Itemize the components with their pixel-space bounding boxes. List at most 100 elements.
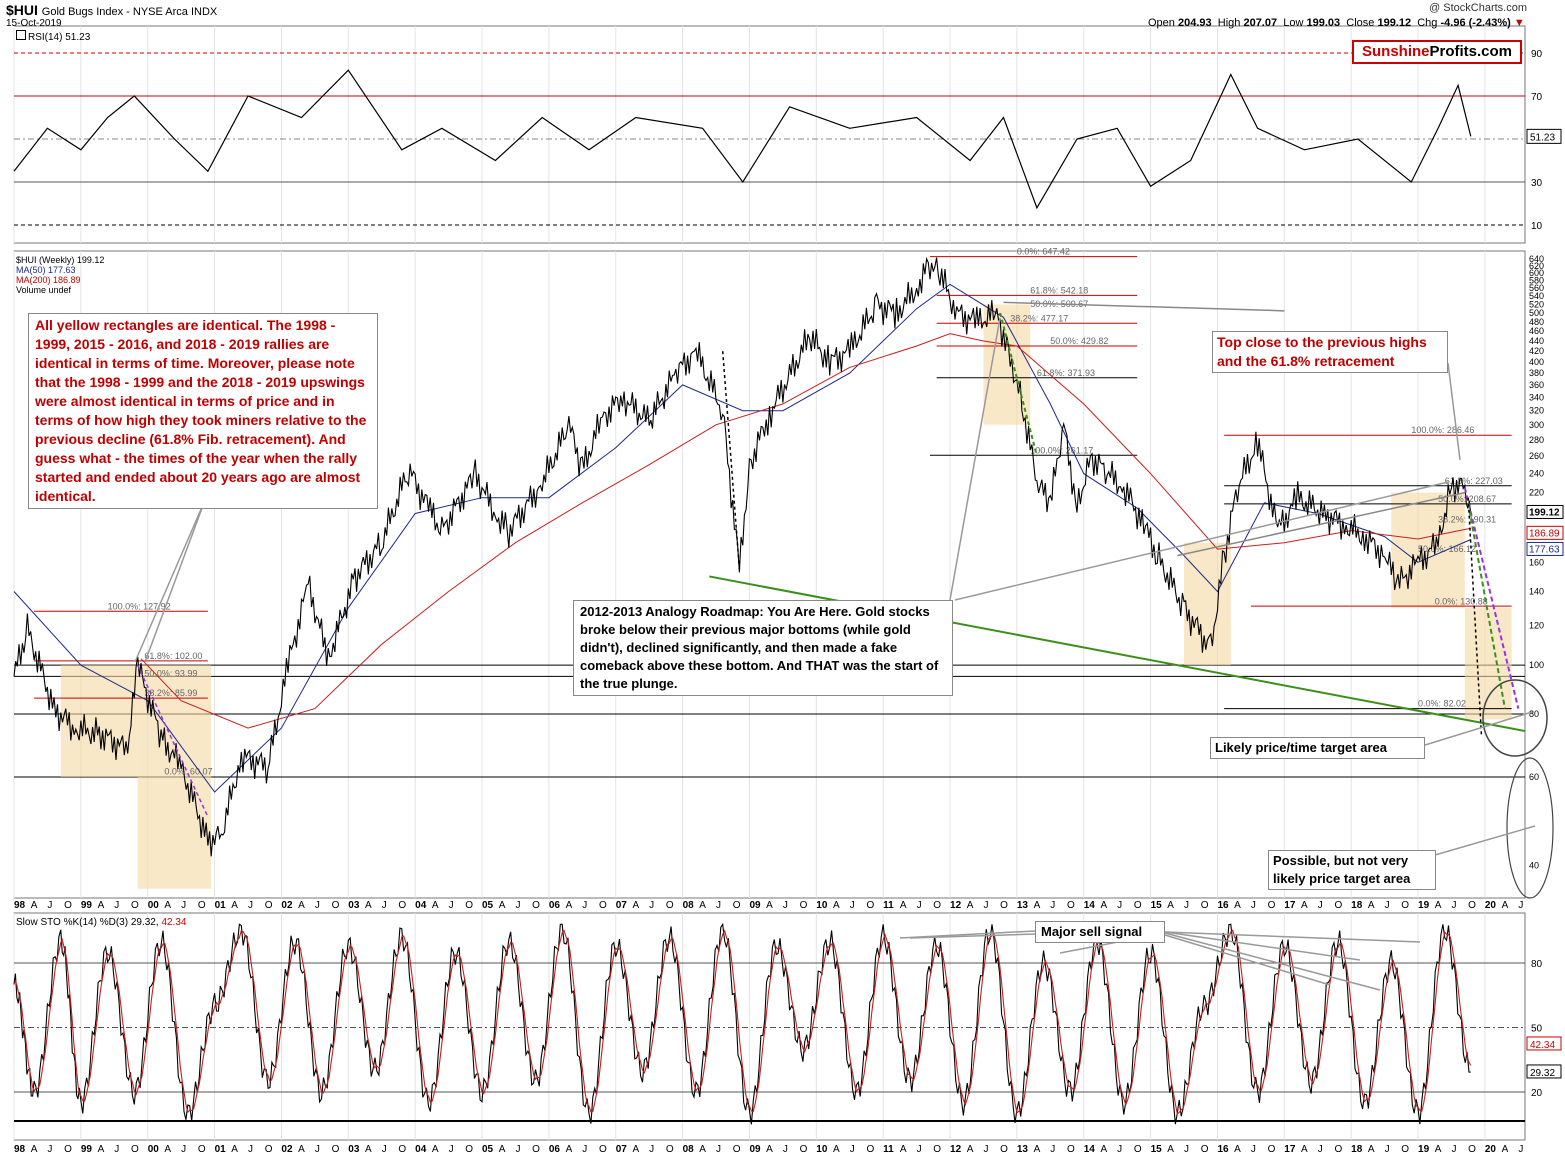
x-tick-label: 04 bbox=[415, 900, 427, 911]
yellow-analogy-rect bbox=[1184, 542, 1231, 666]
fib-label: 50.0%: 93.99 bbox=[144, 669, 197, 679]
fib-label: 100.0%: 286.46 bbox=[1411, 425, 1474, 435]
price-tick-label: 600 bbox=[1529, 268, 1544, 278]
copyright: @ StockCharts.com bbox=[1429, 2, 1527, 14]
rsi-legend-icon bbox=[16, 30, 26, 40]
x-tick-label-bottom: J bbox=[1117, 1144, 1122, 1155]
x-tick-label-bottom: O bbox=[933, 1144, 941, 1155]
price-tick-label: 160 bbox=[1529, 557, 1544, 567]
x-tick-label: 16 bbox=[1217, 900, 1229, 911]
x-tick-label: O bbox=[666, 900, 674, 911]
x-tick-label: A bbox=[766, 900, 773, 911]
fib-label: 0.0%: 647.42 bbox=[1017, 247, 1070, 257]
x-tick-label: 98 bbox=[14, 900, 26, 911]
price-tag-label: 177.63 bbox=[1529, 544, 1560, 555]
yellow-rectangles-note: All yellow rectangles are identical. The… bbox=[28, 313, 378, 509]
x-tick-label-bottom: A bbox=[1502, 1144, 1509, 1155]
close-value: 199.12 bbox=[1377, 17, 1412, 29]
x-tick-label: A bbox=[31, 900, 38, 911]
x-tick-label: A bbox=[1234, 900, 1241, 911]
x-tick-label: O bbox=[465, 900, 473, 911]
price-tick-label: 80 bbox=[1529, 709, 1539, 719]
x-tick-label-bottom: O bbox=[1201, 1144, 1209, 1155]
annotation-pointer bbox=[144, 499, 206, 663]
x-tick-label-bottom: J bbox=[1451, 1144, 1456, 1155]
x-tick-label-bottom: 17 bbox=[1284, 1144, 1296, 1155]
price-tag bbox=[1526, 541, 1564, 556]
sto-tick-label: 20 bbox=[1531, 1088, 1543, 1099]
x-tick-label-bottom: 00 bbox=[148, 1144, 160, 1155]
x-tick-label-bottom: 03 bbox=[348, 1144, 360, 1155]
x-tick-label-bottom: O bbox=[1000, 1144, 1008, 1155]
open-label: Open bbox=[1148, 17, 1175, 29]
x-tick-label: J bbox=[1318, 900, 1323, 911]
price-tick-label: 100 bbox=[1529, 660, 1544, 670]
x-tick-label: 14 bbox=[1084, 900, 1096, 911]
x-tick-label-bottom: 10 bbox=[816, 1144, 828, 1155]
black-projection bbox=[1467, 497, 1483, 738]
sto-frame bbox=[13, 912, 1526, 1141]
rsi-tick-label: 90 bbox=[1531, 49, 1543, 60]
x-tick-label-bottom: O bbox=[1067, 1144, 1075, 1155]
x-tick-label: J bbox=[382, 900, 387, 911]
chart-date: 15-Oct-2019 bbox=[6, 18, 62, 29]
x-tick-label-bottom: 04 bbox=[415, 1144, 427, 1155]
brand-part2: Profits.com bbox=[1429, 43, 1513, 60]
price-tick-label: 60 bbox=[1529, 772, 1539, 782]
x-tick-label: A bbox=[632, 900, 639, 911]
price-tick-label: 240 bbox=[1529, 469, 1544, 479]
x-tick-label-bottom: 12 bbox=[950, 1144, 962, 1155]
sto-tick-label: 50 bbox=[1531, 1024, 1543, 1035]
x-tick-label-bottom: A bbox=[231, 1144, 238, 1155]
fib-label: 38.2%: 190.31 bbox=[1438, 514, 1496, 524]
x-tick-label-bottom: O bbox=[599, 1144, 607, 1155]
high-value: 207.07 bbox=[1243, 17, 1278, 29]
close-label: Close bbox=[1346, 17, 1375, 29]
x-tick-label-bottom: J bbox=[917, 1144, 922, 1155]
price-tick-label: 380 bbox=[1529, 368, 1544, 378]
fib-label: 50.0%: 429.82 bbox=[1050, 336, 1108, 346]
x-tick-label-bottom: 16 bbox=[1217, 1144, 1229, 1155]
x-tick-label-bottom: A bbox=[1234, 1144, 1241, 1155]
x-tick-label: 17 bbox=[1284, 900, 1296, 911]
annotation-pointer bbox=[1164, 934, 1331, 986]
black-dashed-2008 bbox=[721, 351, 741, 570]
x-tick-label: 12 bbox=[950, 900, 962, 911]
rsi-tick-label: 10 bbox=[1531, 221, 1543, 232]
price-tick-label: 440 bbox=[1529, 336, 1544, 346]
x-tick-label: O bbox=[265, 900, 273, 911]
rsi-frame bbox=[13, 25, 1526, 244]
yellow-analogy-rect bbox=[60, 665, 138, 777]
x-tick-label: O bbox=[398, 900, 406, 911]
x-tick-label-bottom: A bbox=[632, 1144, 639, 1155]
legend-hui: $HUI (Weekly) 199.12 bbox=[16, 255, 105, 265]
x-tick-label: J bbox=[515, 900, 520, 911]
ticker-title: $HUI Gold Bugs Index - NYSE Arca INDX bbox=[6, 2, 217, 18]
x-tick-label-bottom: A bbox=[967, 1144, 974, 1155]
x-tick-label-bottom: J bbox=[649, 1144, 654, 1155]
price-tick-label: 400 bbox=[1529, 357, 1544, 367]
x-tick-label-bottom: J bbox=[783, 1144, 788, 1155]
x-tick-label: J bbox=[850, 900, 855, 911]
legend-volume: Volume undef bbox=[16, 285, 72, 295]
x-tick-label-bottom: J bbox=[983, 1144, 988, 1155]
x-tick-label-bottom: A bbox=[298, 1144, 305, 1155]
x-tick-label: 11 bbox=[883, 900, 894, 911]
rsi-tick-label: 30 bbox=[1531, 178, 1543, 189]
x-tick-label: 15 bbox=[1151, 900, 1163, 911]
x-tick-label: A bbox=[1034, 900, 1041, 911]
price-tick-label: 140 bbox=[1529, 587, 1544, 597]
rsi-value-tag bbox=[1526, 128, 1562, 144]
x-tick-label-bottom: A bbox=[499, 1144, 506, 1155]
price-tick-label: 120 bbox=[1529, 620, 1544, 630]
x-tick-label: J bbox=[1251, 900, 1256, 911]
x-tick-label-bottom: O bbox=[866, 1144, 874, 1155]
fib-label: 61.8%: 371.93 bbox=[1037, 368, 1095, 378]
annotation-pointer bbox=[954, 481, 1449, 601]
x-tick-label-bottom: A bbox=[1034, 1144, 1041, 1155]
x-tick-label-bottom: 02 bbox=[281, 1144, 293, 1155]
x-tick-label-bottom: A bbox=[432, 1144, 439, 1155]
x-tick-label: A bbox=[566, 900, 573, 911]
price-tick-label: 520 bbox=[1529, 299, 1544, 309]
